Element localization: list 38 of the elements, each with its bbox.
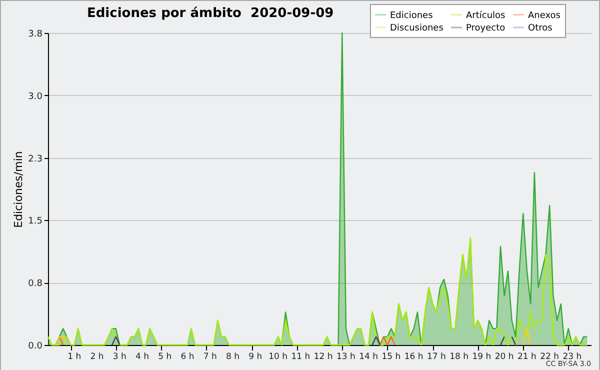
x-tick-label: 16 h xyxy=(404,352,424,362)
line-series xyxy=(47,238,588,346)
legend-label: Discusiones xyxy=(390,24,444,34)
y-tick-label: 3.0 xyxy=(28,92,43,102)
x-tick-label: 3 h xyxy=(112,352,126,362)
x-tick-label: 11 h xyxy=(291,352,310,362)
legend-label: Ediciones xyxy=(390,10,434,21)
y-tick-label: 0.8 xyxy=(28,279,43,290)
y-axis-title: Ediciones/min xyxy=(12,151,26,228)
x-tick-label: 7 h xyxy=(203,352,217,362)
y-tick-label: 0.0 xyxy=(28,342,43,352)
x-tick-label: 6 h xyxy=(180,352,194,362)
y-tick-label: 3.8 xyxy=(28,30,43,40)
x-tick-label: 9 h xyxy=(248,352,262,362)
x-tick-label: 18 h xyxy=(450,352,469,362)
x-tick-label: 10 h xyxy=(268,352,288,362)
y-tick-label: 1.5 xyxy=(28,216,42,227)
x-tick-label: 15 h xyxy=(382,352,401,362)
legend-label: Artículos xyxy=(466,10,506,21)
x-tick-label: 14 h xyxy=(359,352,378,362)
x-tick-label: 1 h xyxy=(68,352,82,362)
x-tick-label: 17 h xyxy=(426,352,446,362)
x-tick-label: 23 h xyxy=(562,352,582,362)
x-tick-label: 8 h xyxy=(226,352,240,362)
x-tick-label: 12 h xyxy=(314,352,333,362)
x-tick-label: 21 h xyxy=(517,352,536,362)
x-tick-label: 19 h xyxy=(472,352,492,362)
x-tick-label: 4 h xyxy=(136,352,150,362)
legend-label: Anexos xyxy=(528,10,561,21)
y-tick-label: 2.3 xyxy=(28,154,42,164)
chart-title: Ediciones por ámbito 2020-09-09 xyxy=(87,6,334,21)
x-tick-label: 13 h xyxy=(336,352,356,362)
x-tick-label: 2 h xyxy=(90,352,104,362)
legend-label: Proyecto xyxy=(466,24,506,34)
legend-label: Otros xyxy=(528,24,553,34)
x-tick-label: 20 h xyxy=(494,352,514,362)
x-tick-label: 22 h xyxy=(540,352,560,362)
x-tick-label: 5 h xyxy=(158,352,172,362)
